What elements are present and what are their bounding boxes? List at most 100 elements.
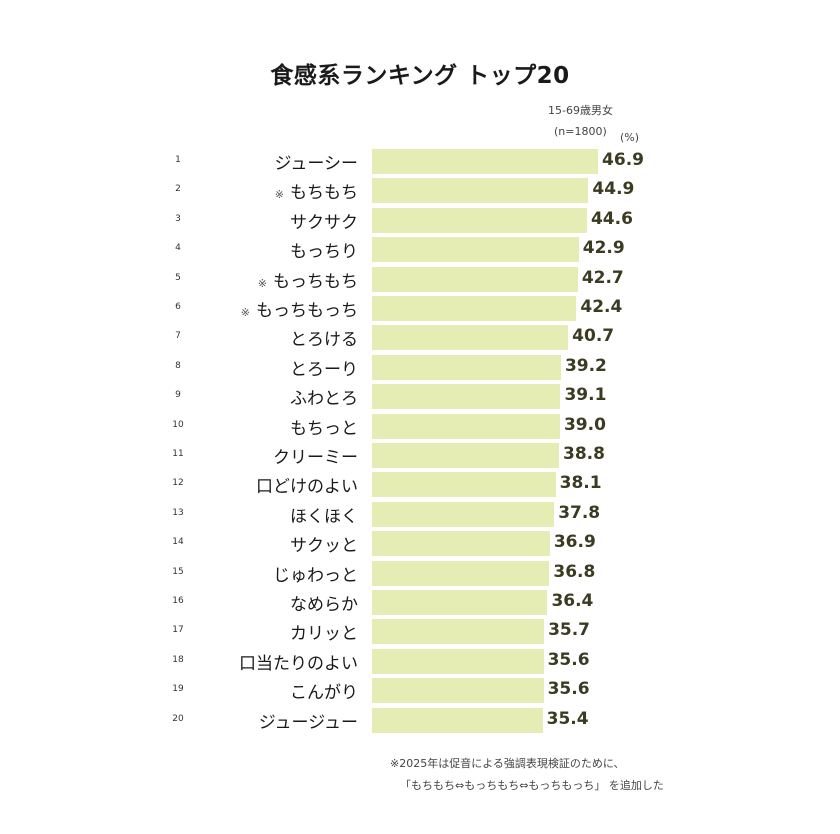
chart-row: 1 ジューシー 46.9 [0,147,840,176]
unit-label: (%) [620,131,640,144]
footnote: ※2025年は促音による強調表現検証のために、 「もちもち⇔もっちもち⇔もっちも… [390,753,664,797]
bar [372,149,599,174]
value-label: 38.1 [559,473,602,494]
chart-row: 13 ほくほく 37.8 [0,500,840,529]
rank-number: 2 [175,184,181,195]
category-text: クリーミー [273,448,358,468]
value-label: 37.8 [558,502,601,523]
bar [372,531,550,557]
category-label: なめらか [290,590,358,615]
chart-row: 8 とろーり 39.2 [0,353,840,382]
chart-row: 14 サクッと 36.9 [0,529,840,558]
bar [372,560,550,586]
chart-row: 2 ※ もちもち 44.9 [0,176,840,205]
bar [372,413,560,439]
chart-row: 4 もっちり 42.9 [0,235,840,264]
bar [372,678,544,704]
rank-number: 17 [172,625,184,636]
value-label: 36.9 [553,532,596,553]
category-label: ジューシー [275,149,358,174]
rank-number: 11 [172,449,184,459]
note-mark-icon: ※ [274,188,284,202]
rank-number: 19 [172,684,184,695]
bar [372,590,548,615]
category-text: もちっと [290,418,358,439]
category-text: ジューシー [274,154,358,174]
chart-row: 5 ※ もっちもち 42.7 [0,265,840,294]
value-label: 39.1 [564,385,607,406]
category-label: 口当たりのよい [239,649,358,674]
rank-number: 18 [172,654,184,665]
value-label: 39.0 [563,414,606,435]
value-label: 35.7 [548,620,591,641]
category-label: ふわとろ [290,384,358,409]
category-label: ※ もっちもち [258,267,358,292]
category-label: ※ もっちもっち [241,296,358,321]
value-label: 35.6 [547,679,590,700]
chart-row: 12 口どけのよい 38.1 [0,470,840,499]
category-text: もっちもち [273,271,358,292]
value-label: 35.6 [547,649,590,670]
bar [372,648,544,674]
chart-row: 15 じゅわっと 36.8 [0,559,840,588]
value-label: 35.4 [546,708,589,729]
category-label: ジュージュー [259,708,358,733]
sample-group: 15-69歳男女 [548,104,613,117]
sample-size: (n=1800) [554,125,607,138]
rank-number: 8 [175,360,181,371]
bar [372,354,561,380]
bar [372,207,587,233]
bar [372,266,578,292]
chart-row: 6 ※ もっちもっち 42.4 [0,294,840,323]
category-label: じゅわっと [273,561,358,586]
chart-row: 19 こんがり 35.6 [0,676,840,705]
rank-number: 3 [175,213,181,224]
value-label: 40.7 [572,326,615,347]
chart-row: 7 とろける 40.7 [0,323,840,352]
value-label: 42.9 [582,238,625,259]
category-text: なめらか [290,595,358,615]
bar [372,325,569,351]
rank-number: 16 [172,596,184,606]
value-label: 38.8 [563,444,605,464]
rank-number: 15 [172,566,184,577]
note-mark-icon: ※ [240,306,250,319]
value-label: 36.4 [551,591,594,611]
chart-row: 9 ふわとろ 39.1 [0,382,840,411]
note-mark-icon: ※ [257,276,267,290]
chart-row: 11 クリーミー 38.8 [0,441,840,470]
chart-row: 17 カリッと 35.7 [0,617,840,646]
bar [372,384,561,410]
chart-row: 20 ジュージュー 35.4 [0,706,840,735]
category-label: とろーり [290,355,358,380]
category-text: ほくほく [290,506,358,527]
value-label: 39.2 [564,355,607,376]
rank-number: 13 [172,507,184,518]
footnote-line-1: ※2025年は促音による強調表現検証のために、 [390,757,625,770]
rank-number: 4 [175,243,181,254]
category-label: カリッと [290,619,358,644]
category-text: とろける [290,330,358,351]
rank-number: 20 [172,713,184,724]
category-text: 口当たりのよい [239,653,358,674]
category-text: とろーり [290,359,358,380]
rank-number: 9 [175,390,181,401]
sample-info: 15-69歳男女 (n=1800) [548,100,613,142]
rank-number: 7 [175,331,181,342]
value-label: 46.9 [602,150,644,170]
category-text: こんがり [290,683,358,704]
bar [372,707,543,733]
category-label: とろける [290,325,358,350]
value-label: 42.7 [581,267,624,288]
chart-row: 18 口当たりのよい 35.6 [0,647,840,676]
chart-row: 10 もちっと 39.0 [0,412,840,441]
bar [372,296,577,321]
chart-row: 3 サクサク 44.6 [0,206,840,235]
rank-number: 1 [175,155,181,165]
rank-number: 10 [172,419,184,430]
bar [372,443,560,468]
category-label: もっちり [290,237,358,262]
category-text: サクッと [290,536,358,557]
category-label: サクサク [290,208,358,233]
chart-title: 食感系ランキング トップ20 [270,63,570,89]
